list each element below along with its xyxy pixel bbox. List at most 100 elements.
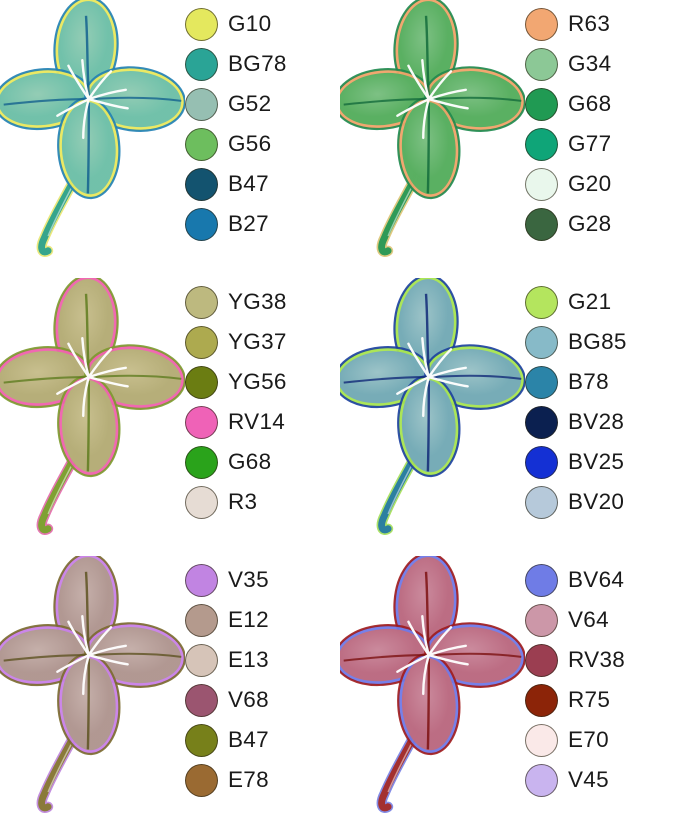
flower-illustration	[340, 278, 525, 552]
palette-panel-olive-pink-flower: YG38 YG37 YG56 RV14 G68 R3	[0, 278, 339, 552]
color-code-label: E78	[228, 766, 269, 792]
color-swatch-row: B78	[525, 362, 679, 402]
color-swatch-row: V68	[185, 680, 339, 720]
color-swatch-circle	[525, 167, 558, 201]
color-swatch-row: RV14	[185, 402, 339, 442]
color-swatch-circle	[185, 207, 218, 241]
color-swatch-circle	[185, 643, 218, 677]
color-swatch-circle	[185, 325, 218, 359]
color-swatch-row: G34	[525, 44, 679, 84]
color-code-label: G68	[228, 448, 272, 474]
color-code-label: BV28	[568, 408, 625, 434]
color-swatch-circle	[185, 47, 218, 81]
palette-panel-teal-yellow-flower: G10 BG78 G52 G56 B47 B27	[0, 0, 339, 274]
color-code-label: V68	[228, 686, 269, 712]
color-code-label: R3	[228, 488, 258, 514]
color-code-label: G28	[568, 210, 612, 236]
color-swatch-row: R3	[185, 482, 339, 522]
color-swatch-circle	[185, 127, 218, 161]
color-swatch-row: R75	[525, 680, 679, 720]
color-swatch-circle	[185, 7, 218, 41]
color-swatch-circle	[525, 643, 558, 677]
color-code-label: RV14	[228, 408, 286, 434]
color-swatch-circle	[185, 405, 218, 439]
color-swatch-circle	[525, 365, 558, 399]
color-swatch-circle	[525, 325, 558, 359]
color-swatch-row: E78	[185, 760, 339, 800]
color-code-label: G52	[228, 90, 272, 116]
color-code-label: R75	[568, 686, 611, 712]
color-swatch-list: V35 E12 E13 V68 B47 E78	[185, 556, 339, 800]
color-swatch-row: BV28	[525, 402, 679, 442]
color-swatch-row: B47	[185, 720, 339, 760]
color-swatch-row: G10	[185, 4, 339, 44]
color-swatch-row: G20	[525, 164, 679, 204]
color-swatch-row: E12	[185, 600, 339, 640]
color-swatch-row: R63	[525, 4, 679, 44]
color-swatch-circle	[185, 485, 218, 519]
flower-illustration	[0, 556, 185, 830]
color-code-label: YG38	[228, 288, 287, 314]
color-swatch-circle	[525, 7, 558, 41]
color-code-label: BV64	[568, 566, 625, 592]
color-swatch-row: G68	[185, 442, 339, 482]
color-swatch-row: E13	[185, 640, 339, 680]
color-code-label: G34	[568, 50, 612, 76]
palette-panel-red-periwinkle-flower: BV64 V64 RV38 R75 E70 V45	[340, 556, 679, 830]
color-swatch-circle	[185, 167, 218, 201]
color-swatch-row: G68	[525, 84, 679, 124]
color-code-label: G21	[568, 288, 612, 314]
color-swatch-circle	[525, 445, 558, 479]
color-code-label: B78	[568, 368, 609, 394]
color-swatch-row: B27	[185, 204, 339, 244]
color-code-label: BV25	[568, 448, 625, 474]
color-swatch-circle	[525, 405, 558, 439]
color-swatch-row: YG37	[185, 322, 339, 362]
color-code-label: E12	[228, 606, 269, 632]
color-code-label: G20	[568, 170, 612, 196]
color-code-label: V45	[568, 766, 609, 792]
color-swatch-circle	[525, 763, 558, 797]
color-swatch-circle	[525, 127, 558, 161]
color-code-label: E70	[568, 726, 609, 752]
color-swatch-circle	[525, 87, 558, 121]
color-swatch-circle	[185, 563, 218, 597]
flower-illustration	[340, 0, 525, 274]
color-swatch-row: BG85	[525, 322, 679, 362]
color-swatch-row: V35	[185, 560, 339, 600]
color-swatch-list: G10 BG78 G52 G56 B47 B27	[185, 0, 339, 244]
color-swatch-row: BV20	[525, 482, 679, 522]
color-code-label: E13	[228, 646, 269, 672]
color-swatch-row: BV25	[525, 442, 679, 482]
color-swatch-circle	[525, 683, 558, 717]
color-code-label: G77	[568, 130, 612, 156]
color-swatch-row: BV64	[525, 560, 679, 600]
color-swatch-circle	[525, 563, 558, 597]
color-swatch-row: B47	[185, 164, 339, 204]
color-swatch-circle	[185, 445, 218, 479]
color-swatch-circle	[185, 365, 218, 399]
palette-panel-mauve-brown-flower: V35 E12 E13 V68 B47 E78	[0, 556, 339, 830]
color-code-label: RV38	[568, 646, 626, 672]
color-swatch-list: R63 G34 G68 G77 G20 G28	[525, 0, 679, 244]
color-code-label: YG37	[228, 328, 287, 354]
color-swatch-list: YG38 YG37 YG56 RV14 G68 R3	[185, 278, 339, 522]
color-swatch-row: V64	[525, 600, 679, 640]
color-code-label: BV20	[568, 488, 625, 514]
flower-illustration	[0, 0, 185, 274]
color-swatch-circle	[525, 47, 558, 81]
color-swatch-circle	[185, 603, 218, 637]
color-swatch-circle	[185, 683, 218, 717]
color-swatch-row: YG56	[185, 362, 339, 402]
color-code-label: R63	[568, 10, 611, 36]
color-swatch-row: G77	[525, 124, 679, 164]
flower-illustration	[340, 556, 525, 830]
color-swatch-row: G56	[185, 124, 339, 164]
color-swatch-list: G21 BG85 B78 BV28 BV25 BV20	[525, 278, 679, 522]
color-swatch-circle	[525, 207, 558, 241]
color-swatch-circle	[185, 87, 218, 121]
color-swatch-circle	[525, 723, 558, 757]
color-swatch-row: YG38	[185, 282, 339, 322]
color-code-label: V35	[228, 566, 269, 592]
